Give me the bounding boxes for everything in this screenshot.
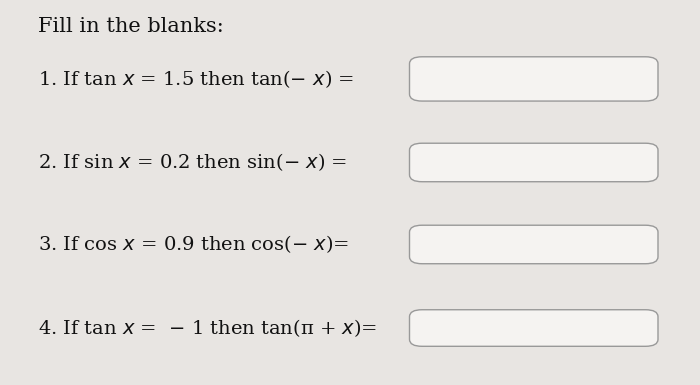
Text: 2. If sin $x$ = 0.2 then sin(− $x$) =: 2. If sin $x$ = 0.2 then sin(− $x$) = [38, 152, 348, 173]
Text: 1. If tan $x$ = 1.5 then tan(− $x$) =: 1. If tan $x$ = 1.5 then tan(− $x$) = [38, 68, 355, 90]
FancyBboxPatch shape [410, 225, 658, 264]
FancyBboxPatch shape [410, 310, 658, 346]
Text: 4. If tan $x$ =  − 1 then tan(π + $x$)=: 4. If tan $x$ = − 1 then tan(π + $x$)= [38, 317, 378, 339]
FancyBboxPatch shape [410, 143, 658, 182]
Text: 3. If cos $x$ = 0.9 then cos(− $x$)=: 3. If cos $x$ = 0.9 then cos(− $x$)= [38, 234, 350, 255]
FancyBboxPatch shape [410, 57, 658, 101]
Text: Fill in the blanks:: Fill in the blanks: [38, 17, 224, 36]
